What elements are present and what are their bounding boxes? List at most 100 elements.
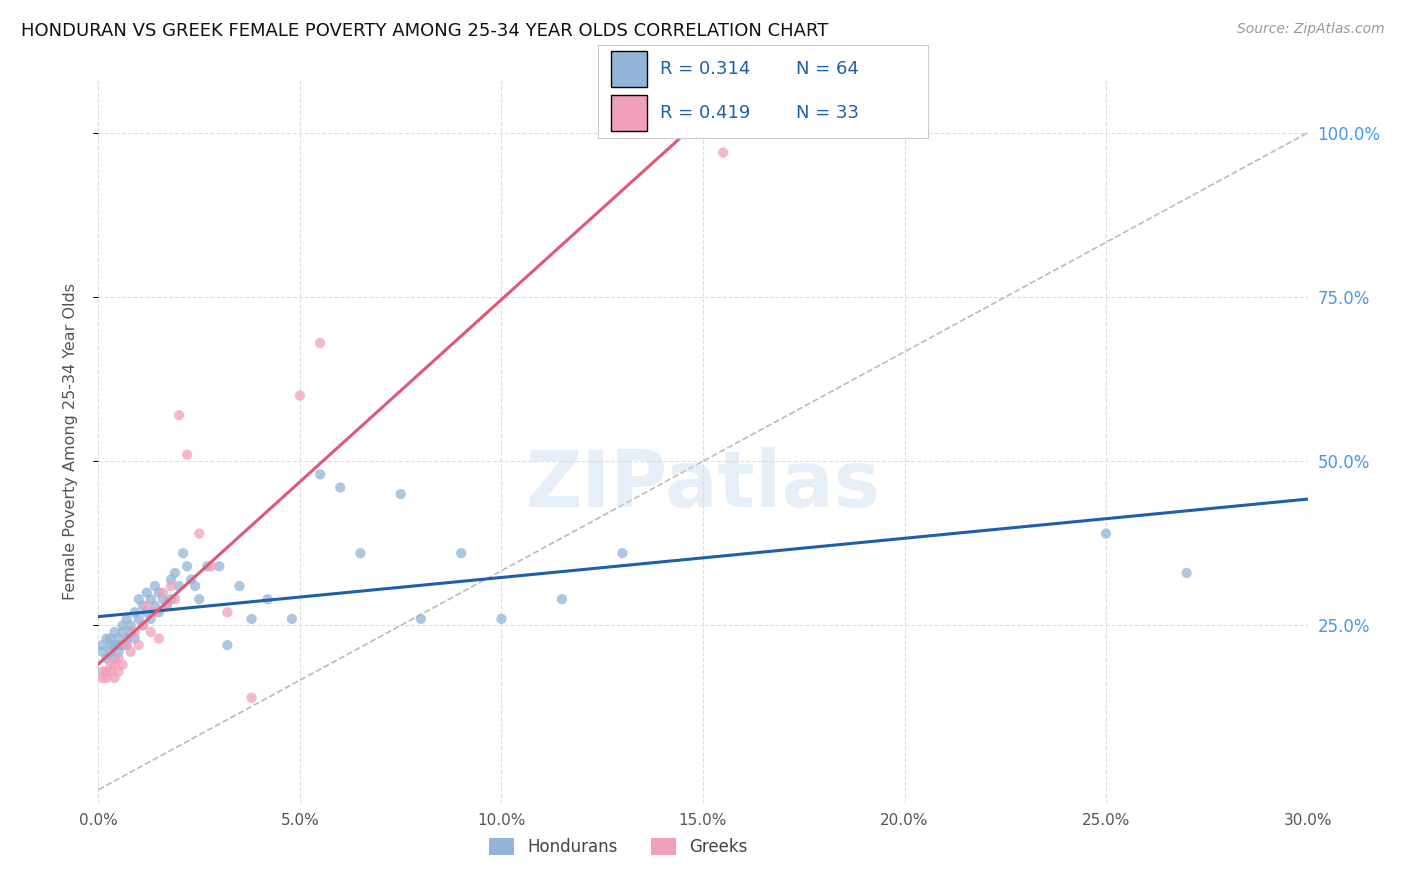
Point: [103, 638, 125, 652]
Point: [172, 546, 194, 560]
Point: [329, 481, 352, 495]
Point: [124, 632, 146, 646]
Point: [152, 585, 174, 599]
FancyBboxPatch shape: [610, 51, 647, 87]
FancyBboxPatch shape: [610, 95, 647, 131]
Point: [148, 632, 170, 646]
Point: [167, 579, 190, 593]
Point: [208, 559, 231, 574]
Point: [107, 665, 129, 679]
Text: HONDURAN VS GREEK FEMALE POVERTY AMONG 25-34 YEAR OLDS CORRELATION CHART: HONDURAN VS GREEK FEMALE POVERTY AMONG 2…: [21, 22, 828, 40]
Point: [309, 467, 332, 482]
Point: [103, 671, 125, 685]
Point: [115, 612, 138, 626]
Point: [132, 618, 155, 632]
Point: [111, 625, 134, 640]
Point: [389, 487, 412, 501]
Point: [100, 638, 122, 652]
Point: [100, 632, 122, 646]
Point: [132, 599, 155, 613]
Point: [120, 645, 142, 659]
Point: [409, 612, 432, 626]
Point: [107, 638, 129, 652]
Point: [143, 605, 166, 619]
Point: [111, 638, 134, 652]
Point: [91, 671, 114, 685]
Point: [120, 625, 142, 640]
Point: [115, 638, 138, 652]
Text: R = 0.314: R = 0.314: [661, 60, 751, 78]
Point: [107, 632, 129, 646]
Point: [96, 665, 118, 679]
Point: [96, 651, 118, 665]
Text: N = 33: N = 33: [796, 104, 859, 122]
Point: [135, 585, 157, 599]
Point: [491, 612, 513, 626]
Point: [200, 559, 222, 574]
Point: [349, 546, 371, 560]
Point: [217, 638, 239, 652]
Point: [1095, 526, 1118, 541]
Point: [128, 638, 150, 652]
Y-axis label: Female Poverty Among 25-34 Year Olds: Female Poverty Among 25-34 Year Olds: [63, 283, 77, 600]
Point: [163, 592, 186, 607]
Point: [281, 612, 304, 626]
Point: [115, 632, 138, 646]
Point: [91, 638, 114, 652]
Point: [143, 599, 166, 613]
Point: [107, 645, 129, 659]
Point: [124, 605, 146, 619]
Point: [100, 665, 122, 679]
Point: [160, 579, 183, 593]
Point: [115, 638, 138, 652]
Text: R = 0.419: R = 0.419: [661, 104, 751, 122]
Point: [160, 592, 183, 607]
Point: [288, 388, 311, 402]
Point: [91, 665, 114, 679]
Point: [103, 651, 125, 665]
Point: [156, 599, 179, 613]
Point: [612, 546, 634, 560]
Point: [228, 579, 250, 593]
Point: [124, 625, 146, 640]
Point: [128, 592, 150, 607]
Point: [551, 592, 574, 607]
Point: [309, 336, 332, 351]
Point: [103, 657, 125, 672]
Point: [139, 612, 162, 626]
Point: [156, 599, 179, 613]
Point: [152, 592, 174, 607]
Point: [163, 566, 186, 580]
Point: [188, 526, 211, 541]
Point: [148, 585, 170, 599]
Point: [103, 625, 125, 640]
Point: [240, 690, 263, 705]
Point: [91, 645, 114, 659]
Point: [188, 592, 211, 607]
Point: [160, 573, 183, 587]
Text: ZIPatlas: ZIPatlas: [526, 447, 880, 523]
Legend: Hondurans, Greeks: Hondurans, Greeks: [482, 831, 755, 863]
Point: [139, 625, 162, 640]
Point: [176, 559, 198, 574]
Text: Source: ZipAtlas.com: Source: ZipAtlas.com: [1237, 22, 1385, 37]
Point: [128, 612, 150, 626]
Point: [111, 618, 134, 632]
Point: [184, 579, 207, 593]
Point: [176, 448, 198, 462]
Point: [107, 651, 129, 665]
Point: [135, 599, 157, 613]
Point: [167, 409, 190, 423]
Point: [711, 145, 734, 160]
Point: [195, 559, 218, 574]
Point: [100, 657, 122, 672]
Point: [96, 671, 118, 685]
Point: [100, 645, 122, 659]
Point: [217, 605, 239, 619]
Point: [256, 592, 278, 607]
Point: [240, 612, 263, 626]
Point: [450, 546, 472, 560]
Point: [139, 592, 162, 607]
Point: [180, 573, 202, 587]
Point: [148, 605, 170, 619]
